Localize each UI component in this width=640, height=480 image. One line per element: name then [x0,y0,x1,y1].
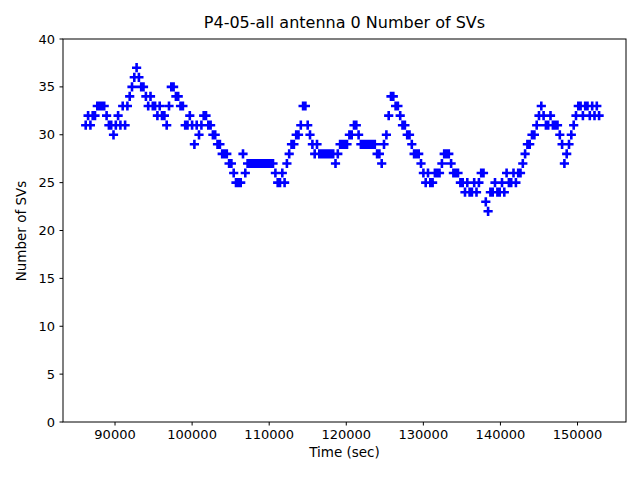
plot-area: 90000 100000 110000 120000 130000 140000 15000… [0,0,640,480]
x-tick-label: 140000 [476,427,526,442]
x-tick-label: 150000 [553,427,603,442]
x-tick-label: 90000 [94,427,135,442]
y-tick-label: 20 [38,223,55,238]
y-tick-label: 35 [38,79,55,94]
data-series-markers [81,63,604,216]
x-tick-label: 130000 [399,427,449,442]
y-tick-label: 30 [38,127,55,142]
y-tick-label: 0 [47,415,55,430]
y-tick-label: 25 [38,175,55,190]
y-tick-label: 40 [38,32,55,47]
y-tick-label: 15 [38,271,55,286]
y-tick-label: 10 [38,319,55,334]
x-tick-label: 120000 [321,427,371,442]
x-tick-label: 100000 [167,427,217,442]
x-tick-label: 110000 [244,427,294,442]
y-tick-label: 5 [47,367,55,382]
sv-count-chart-figure: P4-05-all antenna 0 Number of SVs Number… [0,0,640,480]
